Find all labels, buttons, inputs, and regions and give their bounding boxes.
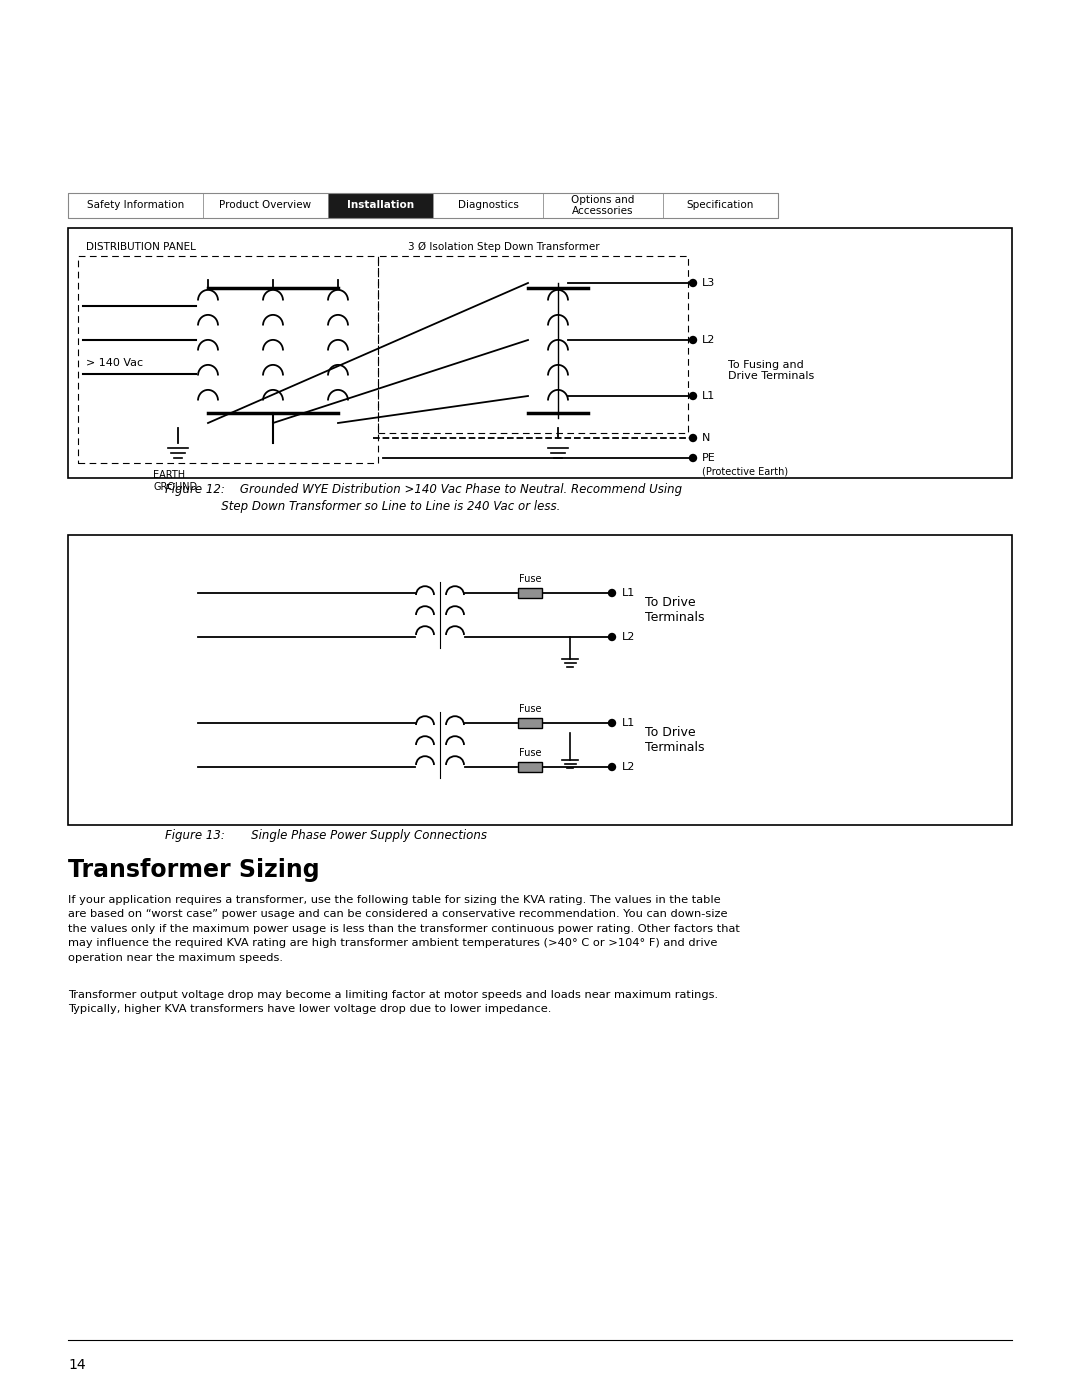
Text: L2: L2 bbox=[702, 335, 715, 345]
Text: L1: L1 bbox=[702, 391, 715, 401]
Text: L2: L2 bbox=[622, 761, 635, 773]
Text: L2: L2 bbox=[622, 631, 635, 643]
Text: Fuse: Fuse bbox=[518, 704, 541, 714]
Bar bbox=[518, 718, 542, 728]
Bar bbox=[378, 256, 688, 433]
Text: L1: L1 bbox=[622, 588, 635, 598]
Text: Figure 13:       Single Phase Power Supply Connections: Figure 13: Single Phase Power Supply Con… bbox=[165, 828, 487, 842]
Text: Transformer Sizing: Transformer Sizing bbox=[68, 858, 320, 882]
Text: DISTRIBUTION PANEL: DISTRIBUTION PANEL bbox=[86, 242, 195, 251]
Text: L1: L1 bbox=[622, 718, 635, 728]
Text: Fuse: Fuse bbox=[518, 747, 541, 759]
Text: 14: 14 bbox=[68, 1358, 85, 1372]
Bar bbox=[518, 761, 542, 773]
Bar bbox=[78, 256, 378, 462]
Circle shape bbox=[608, 633, 616, 640]
Text: Product Overview: Product Overview bbox=[219, 201, 311, 211]
Circle shape bbox=[689, 337, 697, 344]
Text: L3: L3 bbox=[702, 278, 715, 288]
Text: If your application requires a transformer, use the following table for sizing t: If your application requires a transform… bbox=[68, 895, 740, 963]
Bar bbox=[328, 193, 433, 218]
Text: PE: PE bbox=[702, 453, 716, 462]
Text: Safety Information: Safety Information bbox=[86, 201, 184, 211]
Text: 3 Ø Isolation Step Down Transformer: 3 Ø Isolation Step Down Transformer bbox=[408, 242, 599, 253]
Bar bbox=[663, 193, 778, 218]
Circle shape bbox=[689, 434, 697, 441]
Bar bbox=[203, 193, 328, 218]
Bar bbox=[68, 193, 203, 218]
Bar bbox=[68, 193, 778, 218]
Text: (Protective Earth): (Protective Earth) bbox=[702, 467, 788, 476]
Bar bbox=[543, 193, 663, 218]
Bar bbox=[68, 535, 1012, 826]
Circle shape bbox=[689, 454, 697, 461]
Circle shape bbox=[689, 279, 697, 286]
Text: To Drive
Terminals: To Drive Terminals bbox=[645, 597, 704, 624]
Text: N: N bbox=[702, 433, 711, 443]
Text: Figure 12:    Grounded WYE Distribution >140 Vac Phase to Neutral. Recommend Usi: Figure 12: Grounded WYE Distribution >14… bbox=[165, 483, 683, 513]
Bar bbox=[518, 588, 542, 598]
Text: Fuse: Fuse bbox=[518, 574, 541, 584]
Circle shape bbox=[608, 590, 616, 597]
Circle shape bbox=[608, 719, 616, 726]
Text: To Drive
Terminals: To Drive Terminals bbox=[645, 726, 704, 754]
Text: Installation: Installation bbox=[347, 201, 414, 211]
Text: Options and
Accessories: Options and Accessories bbox=[571, 194, 635, 217]
Bar bbox=[433, 193, 543, 218]
Text: Specification: Specification bbox=[687, 201, 754, 211]
Circle shape bbox=[608, 764, 616, 771]
Text: Transformer output voltage drop may become a limiting factor at motor speeds and: Transformer output voltage drop may beco… bbox=[68, 990, 718, 1014]
Text: EARTH
GROUND: EARTH GROUND bbox=[153, 469, 198, 492]
Circle shape bbox=[689, 393, 697, 400]
Text: > 140 Vac: > 140 Vac bbox=[86, 358, 144, 367]
Text: Diagnostics: Diagnostics bbox=[458, 201, 518, 211]
Text: To Fusing and
Drive Terminals: To Fusing and Drive Terminals bbox=[728, 359, 814, 381]
Bar bbox=[68, 228, 1012, 478]
